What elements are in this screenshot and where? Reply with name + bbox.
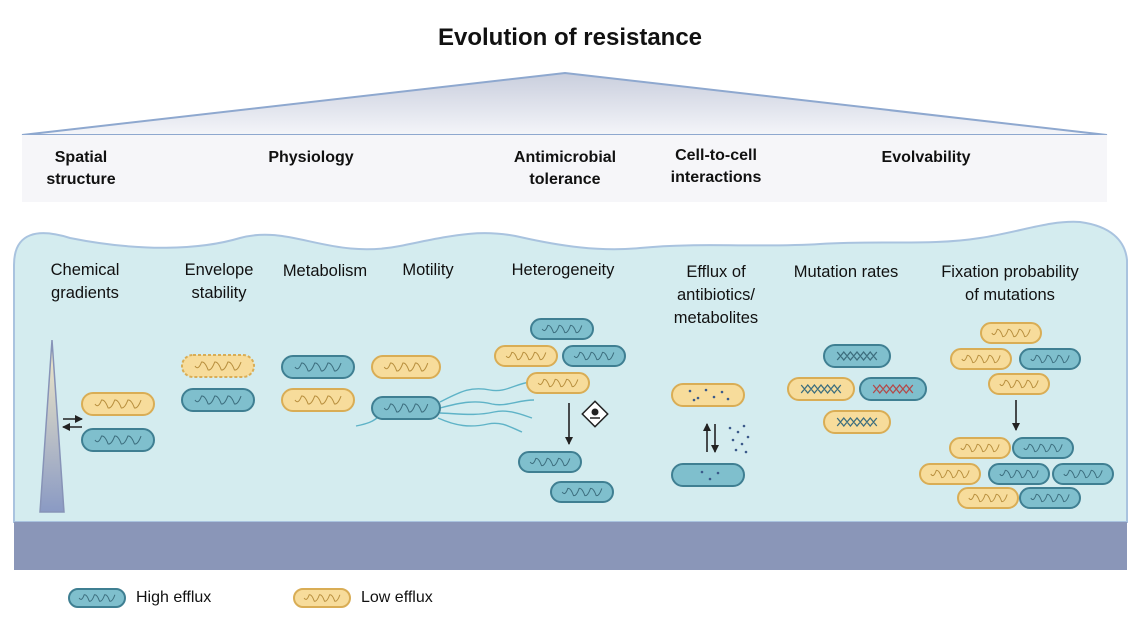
high-efflux-cell: [1019, 348, 1081, 370]
low-efflux-cell: [787, 377, 855, 401]
label-line: Chemical: [50, 261, 120, 279]
high-efflux-cell: [281, 355, 355, 379]
category-line: Physiology: [268, 149, 354, 166]
label-line: gradients: [51, 284, 119, 302]
label-metabolism: Metabolism: [283, 260, 367, 283]
low-efflux-cell: [526, 372, 590, 394]
category-antimicrobial-tolerance: Antimicrobial tolerance: [514, 147, 616, 191]
high-efflux-cell: [518, 451, 582, 473]
chemical-gradient-wedge: [39, 339, 65, 513]
label-envelope-stability: Envelope stability: [185, 259, 254, 305]
low-efflux-cell: [988, 373, 1050, 395]
antibiotic-hazard-icon: [581, 400, 609, 428]
low-efflux-cell: [671, 383, 745, 407]
high-efflux-cell: [181, 388, 255, 412]
high-efflux-cell: [371, 396, 441, 420]
label-line: Efflux of: [686, 263, 746, 281]
high-efflux-cell: [68, 588, 126, 608]
low-efflux-cell: [823, 410, 891, 434]
high-efflux-cell: [562, 345, 626, 367]
label-motility: Motility: [402, 259, 453, 282]
low-efflux-cell: [371, 355, 441, 379]
category-line: interactions: [670, 169, 762, 186]
antibiotic-particles: [728, 424, 750, 454]
category-line: tolerance: [529, 171, 601, 188]
low-efflux-cell: [293, 588, 351, 608]
label-line: stability: [191, 284, 247, 302]
cells-layer: [68, 318, 1114, 608]
exchange-arrows: [62, 415, 83, 431]
category-line: structure: [46, 171, 116, 188]
category-line: Antimicrobial: [513, 149, 617, 166]
label-line: Mutation rates: [793, 263, 899, 281]
page-title: Evolution of resistance: [437, 24, 703, 51]
high-efflux-cell: [530, 318, 594, 340]
high-efflux-cell: [1019, 487, 1081, 509]
low-efflux-cell: [494, 345, 558, 367]
label-mutation-rates: Mutation rates: [794, 261, 899, 284]
label-efflux-of-antibiotics: Efflux of antibiotics/ metabolites: [674, 261, 758, 330]
category-spatial-structure: Spatial structure: [46, 147, 115, 191]
label-line: of mutations: [965, 286, 1055, 304]
high-efflux-cell: [671, 463, 745, 487]
high-efflux-cell: [1012, 437, 1074, 459]
roof: [21, 71, 1108, 202]
label-chemical-gradients: Chemical gradients: [51, 259, 120, 305]
low-efflux-cell: [957, 487, 1019, 509]
legend-low-efflux-label: Low efflux: [361, 589, 433, 606]
high-efflux-cell: [81, 428, 155, 452]
label-fixation-probability: Fixation probability of mutations: [941, 261, 1079, 307]
label-heterogeneity: Heterogeneity: [512, 259, 615, 282]
efflux-arrows: [703, 423, 719, 453]
water-body: [13, 220, 1128, 523]
low-efflux-cell: [980, 322, 1042, 344]
category-evolvability: Evolvability: [882, 147, 971, 169]
low-efflux-cell: [949, 437, 1011, 459]
label-line: metabolites: [673, 309, 759, 327]
label-line: antibiotics/: [677, 286, 755, 304]
low-efflux-cell: [950, 348, 1012, 370]
label-line: Fixation probability: [941, 263, 1079, 281]
label-line: Metabolism: [282, 262, 368, 280]
high-efflux-cell: [823, 344, 891, 368]
high-efflux-cell: [859, 377, 927, 401]
low-efflux-cell: [181, 354, 255, 378]
low-efflux-cell: [919, 463, 981, 485]
high-efflux-cell: [1052, 463, 1114, 485]
high-efflux-cell: [988, 463, 1050, 485]
category-cell-to-cell-interactions: Cell-to-cell interactions: [671, 145, 762, 189]
flagella: [355, 381, 535, 433]
label-line: Motility: [402, 261, 454, 279]
low-efflux-cell: [281, 388, 355, 412]
category-line: Spatial: [54, 149, 108, 166]
label-line: Heterogeneity: [511, 261, 615, 279]
category-line: Cell-to-cell: [675, 147, 757, 164]
floor-band: [14, 522, 1127, 570]
low-efflux-cell: [81, 392, 155, 416]
legend-high-efflux-label: High efflux: [136, 589, 212, 606]
label-line: Envelope: [184, 261, 254, 279]
category-physiology: Physiology: [268, 147, 353, 169]
high-efflux-cell: [550, 481, 614, 503]
category-line: Evolvability: [881, 149, 971, 166]
